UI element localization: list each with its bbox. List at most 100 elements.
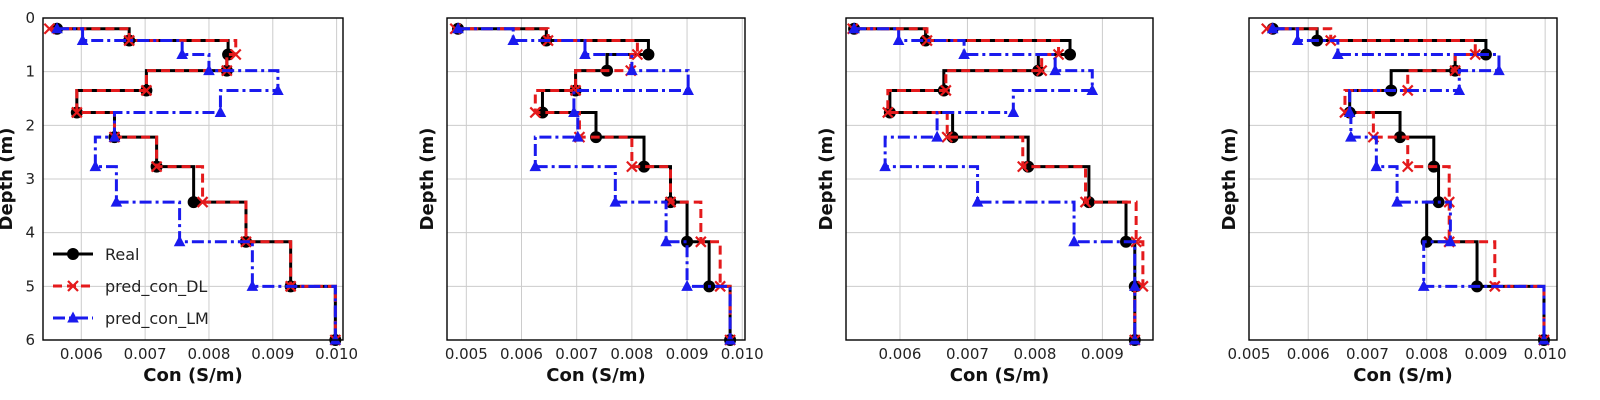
y-tick-label: 6	[25, 331, 35, 349]
data-point	[529, 160, 542, 172]
x-tick-label: 0.007	[124, 345, 167, 363]
data-point	[214, 105, 227, 117]
data-point	[272, 83, 284, 95]
chart-panel-3: 0.006 0.007 0.008 0.009 Con (S/m) Depth (m)	[816, 17, 1154, 386]
data-point	[642, 48, 655, 61]
data-point	[848, 22, 860, 34]
legend-marker	[67, 311, 79, 323]
x-tick-label: 0.005	[1228, 345, 1271, 363]
data-point	[1128, 333, 1141, 345]
series-pred-con-lm	[452, 22, 736, 345]
data-point	[921, 34, 933, 47]
data-point	[246, 279, 259, 291]
data-point	[1469, 48, 1482, 61]
x-tick-label: 0.006	[500, 345, 543, 363]
data-point	[724, 333, 736, 345]
data-point	[1079, 196, 1092, 208]
data-point	[1035, 64, 1048, 77]
data-point	[150, 160, 163, 173]
data-point	[1343, 105, 1356, 117]
y-tick-label: 0	[25, 9, 35, 27]
y-tick-label: 4	[25, 224, 35, 242]
x-tick-label: 0.007	[946, 345, 989, 363]
x-tick-label: 0.007	[1346, 345, 1389, 363]
data-point	[1401, 160, 1414, 173]
data-point	[187, 196, 200, 209]
data-point	[1068, 235, 1080, 247]
data-point	[579, 47, 591, 59]
y-tick-label: 1	[25, 63, 35, 81]
data-point	[1291, 34, 1304, 46]
data-point	[1417, 279, 1430, 291]
data-point	[203, 64, 215, 76]
plot-frame	[1248, 17, 1558, 341]
x-tick-label: 0.009	[1464, 345, 1507, 363]
data-point	[609, 195, 622, 207]
data-point	[1444, 235, 1457, 247]
x-tick-label: 0.008	[1013, 345, 1056, 363]
data-point	[940, 84, 952, 97]
data-point	[329, 333, 342, 345]
data-point	[1049, 64, 1061, 76]
x-axis-label: Con (S/m)	[546, 365, 645, 386]
x-axis-label: Con (S/m)	[950, 365, 1049, 386]
data-point	[1370, 160, 1383, 172]
data-point	[529, 106, 542, 119]
data-point	[71, 106, 83, 119]
plot-frame	[42, 17, 344, 341]
data-point	[1064, 48, 1077, 61]
x-tick-label: 0.007	[555, 345, 598, 363]
data-point	[879, 160, 891, 172]
x-tick-label: 0.006	[60, 345, 103, 363]
series-pred-con-lm	[848, 22, 1141, 345]
x-tick-label: 0.009	[251, 345, 294, 363]
data-point	[507, 34, 520, 46]
data-point	[1086, 83, 1099, 95]
data-point	[176, 47, 188, 59]
series-line	[854, 27, 1137, 340]
data-point	[1391, 195, 1403, 207]
plot-frame	[845, 17, 1154, 341]
data-point	[89, 160, 102, 172]
data-point	[173, 235, 186, 247]
legend-label: pred_con_LM	[105, 309, 209, 329]
data-point	[108, 130, 121, 142]
y-axis-label: Depth (m)	[417, 128, 438, 231]
data-point	[569, 84, 582, 97]
data-point	[941, 131, 953, 143]
grid-lines	[447, 17, 745, 341]
data-point	[1266, 22, 1279, 34]
legend-marker	[67, 248, 79, 260]
data-point	[882, 106, 894, 119]
y-axis-label: Depth (m)	[0, 128, 17, 231]
x-tick-label: 0.010	[1524, 345, 1567, 363]
chart-panel-1: 0.006 0.007 0.008 0.009 0.010 0 1 2 3 4 5 6 Con (S/m…	[0, 9, 358, 386]
x-tick-label: 0.008	[610, 345, 653, 363]
legend-label: Real	[105, 245, 140, 264]
data-point	[660, 235, 672, 247]
y-tick-label: 5	[25, 277, 35, 295]
data-point	[682, 83, 694, 95]
data-point	[892, 34, 905, 46]
x-tick-label: 0.005	[445, 345, 488, 363]
series-pred-con-lm	[51, 22, 342, 345]
data-point	[1017, 160, 1029, 173]
series-line	[455, 27, 732, 340]
y-tick-label: 2	[25, 116, 35, 134]
x-axis-label: Con (S/m)	[1353, 365, 1452, 386]
data-point	[76, 34, 89, 46]
legend-marker	[67, 280, 79, 292]
data-point	[1453, 83, 1466, 95]
data-point	[140, 84, 153, 97]
data-point	[631, 48, 644, 61]
x-tick-label: 0.006	[879, 345, 922, 363]
data-point	[229, 48, 242, 61]
legend: Real pred_con_DL pred_con_LM	[53, 245, 209, 329]
series-line	[852, 27, 1145, 340]
grid-lines	[1248, 17, 1557, 341]
data-point	[1345, 130, 1357, 142]
data-point	[571, 130, 584, 142]
data-point	[1538, 333, 1550, 345]
data-point	[1332, 47, 1344, 59]
series-line	[1266, 27, 1546, 340]
